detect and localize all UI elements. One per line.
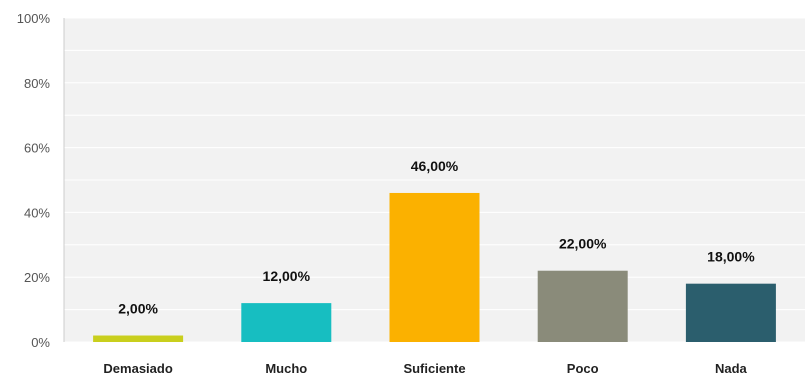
x-axis-categories: Demasiado Mucho Suficiente Poco Nada bbox=[103, 361, 747, 376]
data-label-demasiado: 2,00% bbox=[118, 301, 158, 317]
bar-nada bbox=[685, 283, 776, 342]
x-tick-label-suficiente: Suficiente bbox=[403, 361, 465, 376]
bar-mucho bbox=[241, 303, 332, 342]
data-label-poco: 22,00% bbox=[559, 236, 607, 252]
data-label-mucho: 12,00% bbox=[263, 268, 311, 284]
y-tick-label: 20% bbox=[24, 270, 50, 285]
y-tick-label: 80% bbox=[24, 76, 50, 91]
y-tick-label: 60% bbox=[24, 141, 50, 156]
x-tick-label-nada: Nada bbox=[715, 361, 748, 376]
bar-demasiado bbox=[93, 335, 184, 342]
bar-suficiente bbox=[389, 192, 480, 342]
data-label-nada: 18,00% bbox=[707, 249, 755, 265]
data-label-suficiente: 46,00% bbox=[411, 158, 459, 174]
y-tick-label: 100% bbox=[17, 11, 51, 26]
y-tick-label: 0% bbox=[31, 335, 50, 350]
bars bbox=[93, 192, 776, 342]
data-labels: 2,00% 12,00% 46,00% 22,00% 18,00% bbox=[118, 158, 755, 317]
x-tick-label-poco: Poco bbox=[567, 361, 599, 376]
x-tick-label-mucho: Mucho bbox=[265, 361, 307, 376]
bar-poco bbox=[537, 270, 628, 342]
x-tick-label-demasiado: Demasiado bbox=[103, 361, 172, 376]
y-tick-label: 40% bbox=[24, 205, 50, 220]
y-axis-ticks: 0% 20% 40% 60% 80% 100% bbox=[17, 11, 51, 350]
